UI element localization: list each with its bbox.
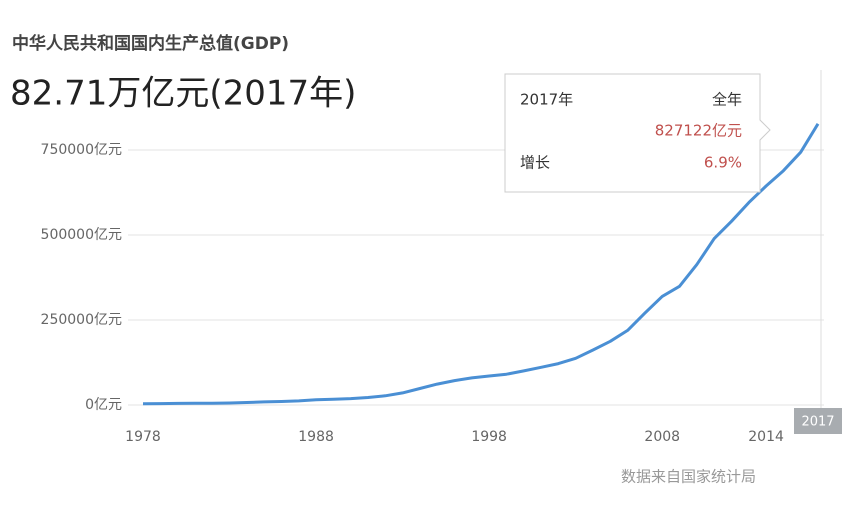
- y-tick-label: 750000亿元: [41, 142, 122, 158]
- x-tick-label: 1978: [125, 429, 161, 445]
- x-tick-label: 2008: [644, 429, 680, 445]
- x-tick-label: 1998: [471, 429, 507, 445]
- tooltip: 2017年 全年 827122亿元 增长 6.9%: [504, 73, 771, 193]
- plot-area: 0亿元 250000亿元 500000亿元 750000亿元 1978 1988 1998 2…: [41, 70, 842, 445]
- tooltip-growth: 6.9%: [704, 154, 742, 172]
- tooltip-box: [504, 73, 771, 193]
- chart-title: 中华人民共和国国内生产总值(GDP): [12, 33, 289, 54]
- x-tick-label: 1988: [298, 429, 334, 445]
- tooltip-year: 2017年: [520, 91, 573, 109]
- headline: 82.71万亿元(2017年): [10, 74, 356, 114]
- x-tick-label: 2014: [748, 429, 784, 445]
- tooltip-value: 827122亿元: [655, 122, 742, 140]
- y-tick-label: 250000亿元: [41, 312, 122, 328]
- tooltip-period: 全年: [712, 91, 742, 109]
- tooltip-growth-label: 增长: [520, 154, 550, 172]
- highlight-box: [794, 408, 842, 434]
- highlight-label: 2017: [801, 415, 834, 430]
- y-tick-label: 500000亿元: [41, 227, 122, 243]
- source-note: 数据来自国家统计局: [621, 468, 756, 486]
- y-tick-label: 0亿元: [85, 397, 122, 413]
- data-line: [142, 123, 820, 406]
